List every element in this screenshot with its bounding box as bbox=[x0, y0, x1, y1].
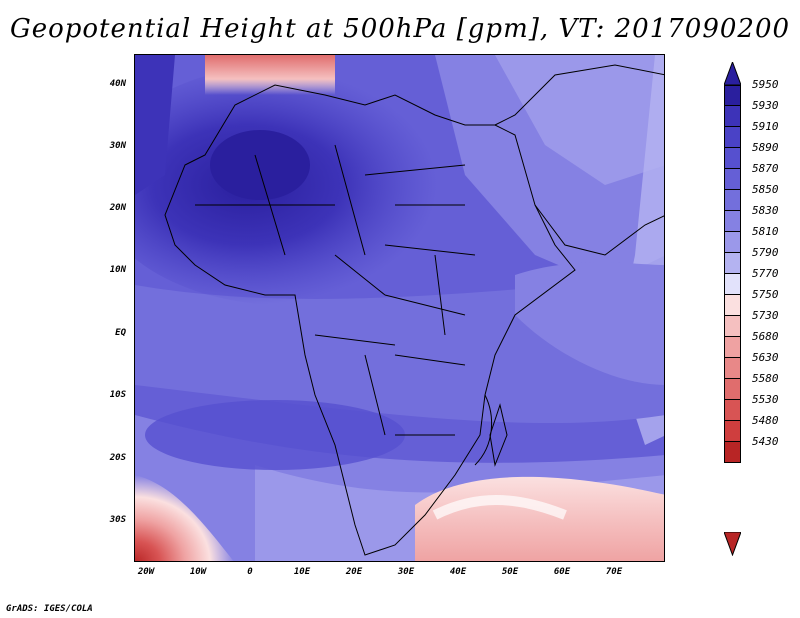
lon-label-10e: 10E bbox=[293, 567, 311, 577]
lat-label-20n: 20N bbox=[109, 203, 126, 213]
colorbar-cell bbox=[724, 421, 741, 442]
colorbar-level-label: 5890 bbox=[752, 141, 779, 154]
colorbar-cell bbox=[724, 85, 741, 106]
geopotential-contour-map bbox=[135, 55, 664, 561]
colorbar-bottom-arrow bbox=[724, 532, 741, 556]
colorbar-cell bbox=[724, 295, 741, 316]
map-panel bbox=[134, 54, 665, 562]
colorbar-level-label: 5930 bbox=[752, 99, 779, 112]
colorbar-level-label: 5680 bbox=[752, 330, 779, 343]
colorbar-level-label: 5730 bbox=[752, 309, 779, 322]
colorbar bbox=[724, 85, 741, 463]
lon-label-40e: 40E bbox=[449, 567, 467, 577]
lon-label-20w: 20W bbox=[137, 567, 155, 577]
asia-coastline bbox=[494, 64, 664, 126]
lon-label-10w: 10W bbox=[189, 567, 207, 577]
africa-coastline bbox=[164, 84, 576, 556]
colorbar-level-label: 5870 bbox=[752, 162, 779, 175]
colorbar-level-label: 5630 bbox=[752, 351, 779, 364]
map-title: Geopotential Height at 500hPa [gpm], VT:… bbox=[9, 14, 791, 44]
lon-label-50e: 50E bbox=[501, 567, 519, 577]
colorbar-cell bbox=[724, 211, 741, 232]
colorbar-cell bbox=[724, 337, 741, 358]
colorbar-cell bbox=[724, 106, 741, 127]
colorbar-level-label: 5910 bbox=[752, 120, 779, 133]
lat-label-20s: 20S bbox=[109, 453, 126, 463]
grads-credit: GrADS: IGES/COLA bbox=[6, 604, 93, 614]
colorbar-top-arrow bbox=[724, 62, 741, 86]
colorbar-level-label: 5790 bbox=[752, 246, 779, 259]
colorbar-cell bbox=[724, 358, 741, 379]
lat-label-eq: EQ bbox=[115, 328, 126, 338]
colorbar-cell bbox=[724, 400, 741, 421]
lat-label-30s: 30S bbox=[109, 515, 126, 525]
colorbar-level-label: 5830 bbox=[752, 204, 779, 217]
colorbar-cell bbox=[724, 169, 741, 190]
colorbar-cell bbox=[724, 232, 741, 253]
colorbar-cell bbox=[724, 274, 741, 295]
colorbar-cell bbox=[724, 190, 741, 211]
colorbar-level-label: 5530 bbox=[752, 393, 779, 406]
colorbar-level-label: 5950 bbox=[752, 78, 779, 91]
lat-label-40n: 40N bbox=[109, 79, 126, 89]
colorbar-cell bbox=[724, 316, 741, 337]
lon-label-30e: 30E bbox=[397, 567, 415, 577]
lat-label-10s: 10S bbox=[109, 390, 126, 400]
colorbar-cell bbox=[724, 379, 741, 400]
colorbar-level-label: 5770 bbox=[752, 267, 779, 280]
lon-label-70e: 70E bbox=[605, 567, 623, 577]
colorbar-level-label: 5480 bbox=[752, 414, 779, 427]
colorbar-level-label: 5810 bbox=[752, 225, 779, 238]
colorbar-level-label: 5580 bbox=[752, 372, 779, 385]
colorbar-cell bbox=[724, 127, 741, 148]
lat-label-30n: 30N bbox=[109, 141, 126, 151]
lon-label-60e: 60E bbox=[553, 567, 571, 577]
colorbar-level-label: 5750 bbox=[752, 288, 779, 301]
colorbar-cell bbox=[724, 253, 741, 274]
lon-label-20e: 20E bbox=[345, 567, 363, 577]
colorbar-cell bbox=[724, 148, 741, 169]
colorbar-level-label: 5430 bbox=[752, 435, 779, 448]
madagascar bbox=[489, 403, 508, 467]
lon-label-0: 0 bbox=[247, 567, 253, 577]
lat-label-10n: 10N bbox=[109, 265, 126, 275]
colorbar-cell bbox=[724, 442, 741, 463]
colorbar-level-label: 5850 bbox=[752, 183, 779, 196]
